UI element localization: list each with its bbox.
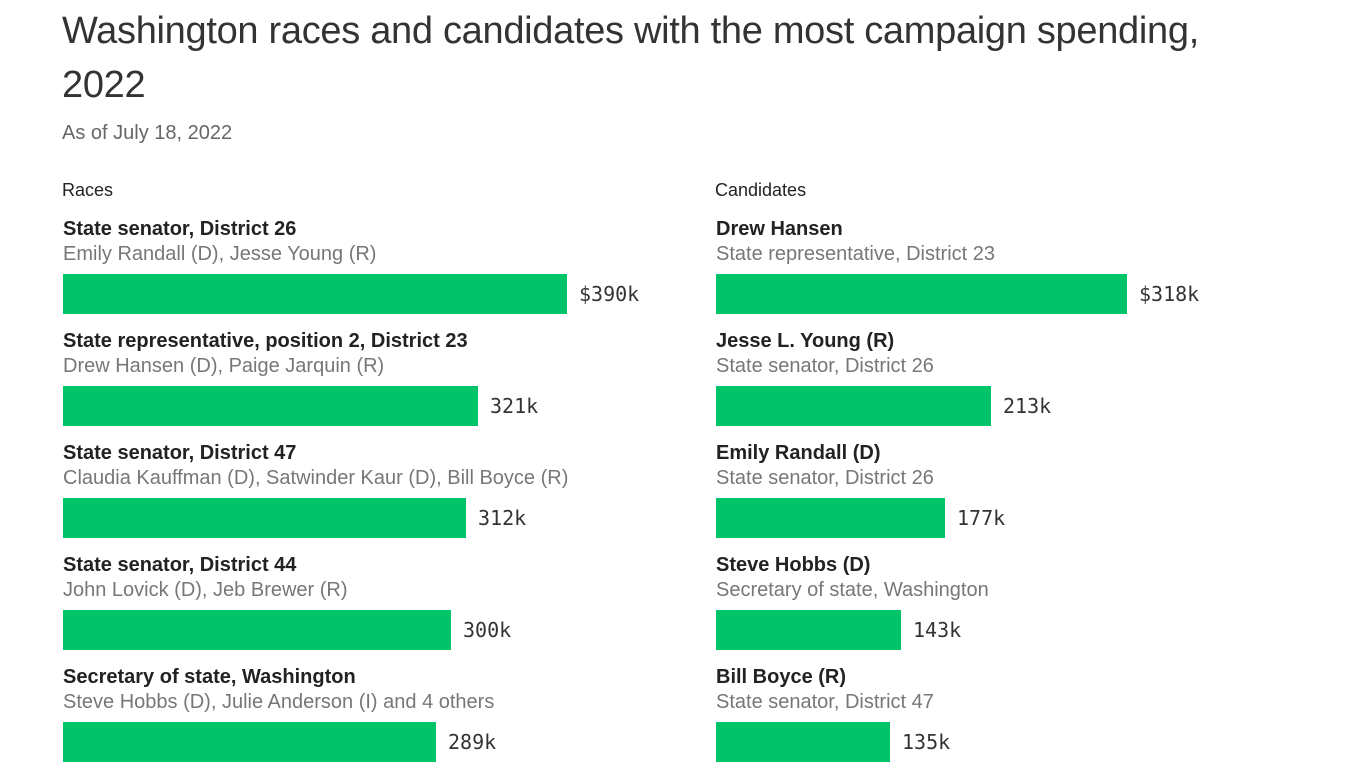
races-heading: Races: [62, 180, 114, 200]
candidate-label: Bill Boyce (R): [716, 666, 847, 688]
race-value-label: 321k: [490, 394, 539, 418]
race-value-label: 300k: [463, 618, 512, 642]
race-sublabel: John Lovick (D), Jeb Brewer (R): [63, 579, 348, 601]
candidate-sublabel: State senator, District 26: [716, 355, 934, 377]
race-label: State senator, District 44: [63, 554, 297, 576]
race-bar: [63, 498, 466, 538]
candidate-label: Jesse L. Young (R): [716, 330, 895, 352]
candidates-heading: Candidates: [715, 180, 807, 200]
candidate-bar: [716, 722, 890, 762]
race-sublabel: Steve Hobbs (D), Julie Anderson (I) and …: [63, 691, 495, 713]
candidate-label: Emily Randall (D): [716, 442, 881, 464]
race-row: Secretary of state, Washington Steve Hobb…: [63, 628, 703, 762]
candidate-label: Steve Hobbs (D): [716, 554, 871, 576]
candidate-row: Jesse L. Young (R) State senator, Distric…: [716, 292, 1356, 426]
candidate-value-label: $318k: [1139, 282, 1200, 306]
race-sublabel: Drew Hansen (D), Paige Jarquin (R): [63, 355, 385, 377]
race-value-label: 312k: [478, 506, 527, 530]
candidate-row: Emily Randall (D) State senator, District…: [716, 404, 1356, 538]
candidate-bar: [716, 610, 901, 650]
candidate-sublabel: State representative, District 23: [716, 243, 996, 265]
race-bar: [63, 274, 567, 314]
candidate-bar: [716, 386, 991, 426]
candidate-value-label: 177k: [957, 506, 1006, 530]
race-row: State representative, position 2, Distri…: [63, 292, 703, 426]
chart-title: Washington races and candidates with the…: [62, 10, 1199, 106]
candidate-sublabel: Secretary of state, Washington: [716, 579, 989, 601]
race-bar: [63, 386, 478, 426]
race-value-label: 289k: [448, 730, 497, 754]
race-sublabel: Claudia Kauffman (D), Satwinder Kaur (D)…: [63, 467, 569, 489]
candidate-label: Drew Hansen: [716, 218, 843, 240]
candidate-value-label: 135k: [902, 730, 951, 754]
race-row: State senator, District 44 John Lovick (D…: [63, 516, 703, 650]
race-bar: [63, 722, 436, 762]
candidate-row: Drew Hansen State representative, Distric…: [716, 180, 1356, 314]
candidate-bar: [716, 274, 1127, 314]
race-row: State senator, District 47 Claudia Kauffm…: [63, 404, 703, 538]
race-label: State senator, District 26: [63, 218, 297, 240]
race-value-label: $390k: [579, 282, 640, 306]
chart-subtitle: As of July 18, 2022: [62, 122, 233, 144]
race-bar: [63, 610, 451, 650]
candidate-value-label: 143k: [913, 618, 962, 642]
race-label: Secretary of state, Washington: [63, 666, 356, 688]
candidate-sublabel: State senator, District 47: [716, 691, 934, 713]
race-sublabel: Emily Randall (D), Jesse Young (R): [63, 243, 377, 265]
candidate-value-label: 213k: [1003, 394, 1052, 418]
candidate-row: Bill Boyce (R) State senator, District 47…: [716, 628, 1356, 762]
race-label: State representative, position 2, Distri…: [63, 330, 468, 352]
race-row: State senator, District 26 Emily Randall …: [63, 180, 703, 314]
race-label: State senator, District 47: [63, 442, 297, 464]
candidate-bar: [716, 498, 945, 538]
candidate-sublabel: State senator, District 26: [716, 467, 934, 489]
candidate-row: Steve Hobbs (D) Secretary of state, Washi…: [716, 516, 1356, 650]
